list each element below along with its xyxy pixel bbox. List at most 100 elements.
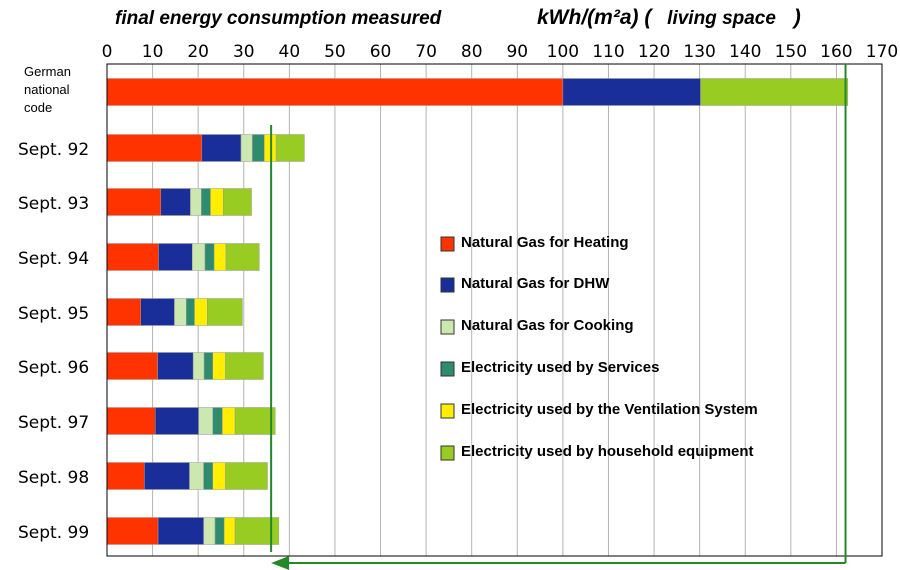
x-tick-label: 110 [592, 42, 624, 62]
bar-segment [158, 243, 193, 271]
bar-segment [157, 517, 204, 545]
legend: Natural Gas for Heating Natural Gas for D… [440, 234, 758, 461]
bar-segment [210, 188, 224, 216]
bar-segment [198, 407, 214, 435]
bar-row [106, 188, 252, 216]
bar-segment [214, 517, 225, 545]
legend-label: Natural Gas for DHW [461, 275, 610, 292]
legend-item: Electricity used by Services [440, 359, 659, 377]
bar-segment [106, 517, 159, 545]
bar-segment [106, 134, 203, 162]
bar-segment [203, 462, 214, 490]
category-label-line: national [24, 82, 70, 97]
bar-segment [140, 298, 175, 326]
x-tick-label: 170 [866, 42, 898, 62]
bar-row [106, 462, 268, 490]
x-tick-label: 130 [683, 42, 715, 62]
bar-segment [186, 298, 195, 326]
x-tick-label: 50 [324, 42, 346, 62]
bar-segment [212, 352, 226, 380]
legend-swatch [440, 361, 455, 377]
x-tick-label: 10 [142, 42, 164, 62]
bar-segment [225, 352, 264, 380]
bar-segment [207, 298, 243, 326]
legend-swatch [440, 445, 455, 461]
bar-row [106, 407, 276, 435]
x-tick-label: 140 [729, 42, 761, 62]
chart-title: final energy consumption measured [115, 8, 442, 29]
bar-segment [189, 462, 204, 490]
bar-segment [192, 243, 206, 271]
legend-item: Electricity used by household equipment [440, 443, 754, 461]
unit-label-suffix: ) [792, 6, 801, 29]
legend-item: Natural Gas for Heating [440, 234, 629, 252]
bar-segment [192, 352, 205, 380]
plot-frame [106, 63, 883, 557]
bar-segment [190, 188, 202, 216]
bar-segment [222, 407, 236, 435]
bar-segment [234, 407, 276, 435]
category-label: Sept. 99 [18, 523, 89, 543]
unit-label: kWh/(m²a) ( living space ) [537, 6, 801, 29]
bar-segment [252, 134, 265, 162]
arrow-head-icon [271, 556, 290, 570]
bar-segment [223, 517, 236, 545]
legend-item: Natural Gas for DHW [440, 275, 610, 293]
category-label-line: code [24, 100, 52, 115]
bar-segment [160, 188, 191, 216]
bar-row [106, 243, 260, 271]
bar-segment [106, 188, 162, 216]
x-tick-label: 120 [638, 42, 670, 62]
bar-segment [562, 78, 701, 106]
category-label: Sept. 93 [18, 194, 89, 214]
bar-segment [203, 517, 216, 545]
legend-label: Natural Gas for Cooking [461, 317, 634, 334]
category-label: Sept. 94 [18, 249, 89, 269]
category-label: Sept. 95 [18, 304, 89, 324]
bar-segment [106, 352, 158, 380]
bar-row [106, 298, 243, 326]
bar-segment [106, 78, 564, 106]
legend-item: Electricity used by the Ventilation Syst… [440, 401, 758, 419]
category-label-line: German [24, 64, 71, 79]
bar-segment [144, 462, 190, 490]
x-tick-label: 60 [370, 42, 392, 62]
legend-label: Natural Gas for Heating [461, 234, 629, 251]
unit-label-text: living space [667, 8, 776, 29]
bar-segment [225, 243, 260, 271]
x-tick-label: 70 [415, 42, 437, 62]
category-label: Sept. 97 [18, 413, 89, 433]
bar-segment [174, 298, 187, 326]
bar-segment [106, 407, 156, 435]
bar-row [106, 78, 849, 106]
bar-segment [234, 517, 280, 545]
x-tick-label: 40 [279, 42, 301, 62]
legend-swatch [440, 319, 455, 335]
x-axis-ticks: 0 10 20 30 40 50 60 70 80 90 100 110 120 130 140 150 160… [102, 42, 899, 62]
bars [106, 78, 849, 545]
bar-segment [203, 352, 214, 380]
x-tick-label: 90 [506, 42, 528, 62]
bar-row [106, 352, 264, 380]
bar-segment [157, 352, 194, 380]
bar-segment [225, 462, 268, 490]
bar-segment [700, 78, 849, 106]
x-tick-label: 100 [547, 42, 579, 62]
bar-segment [106, 462, 145, 490]
legend-label: Electricity used by household equipment [461, 443, 754, 460]
bar-row [106, 517, 280, 545]
x-tick-label: 160 [820, 42, 852, 62]
bar-segment [201, 134, 242, 162]
category-label: Sept. 96 [18, 358, 89, 378]
bar-segment [212, 407, 223, 435]
category-labels: German national code Sept. 92 Sept. 93 Sept. … [18, 64, 89, 543]
x-tick-label: 150 [775, 42, 807, 62]
legend-label: Electricity used by Services [461, 359, 659, 376]
bar-row [106, 134, 305, 162]
legend-item: Natural Gas for Cooking [440, 317, 634, 335]
bar-segment [212, 462, 226, 490]
category-label: Sept. 98 [18, 468, 89, 488]
bar-segment [106, 243, 159, 271]
category-label: Sept. 92 [18, 140, 89, 160]
